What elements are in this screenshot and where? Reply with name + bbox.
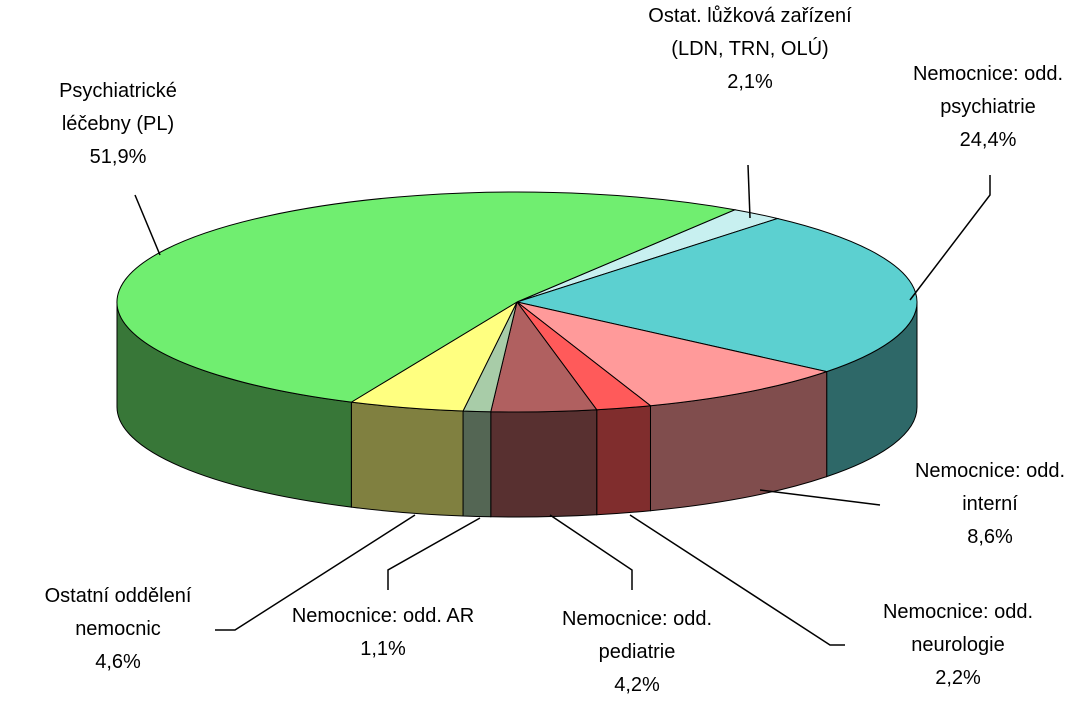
category-label: Ostat. lůžková zařízení (LDN, TRN, OLÚ) xyxy=(648,5,852,60)
slice-side xyxy=(462,410,492,518)
slice xyxy=(116,191,737,403)
leader-line xyxy=(629,514,845,646)
leader-line xyxy=(549,514,633,590)
data-label: Psychiatrické léčebny (PL) 51,9% xyxy=(43,75,193,174)
slice-side xyxy=(596,405,651,516)
data-label: Nemocnice: odd. psychiatrie 24,4% xyxy=(888,58,1085,157)
slice-side xyxy=(490,409,598,518)
slice-side xyxy=(350,401,464,517)
value-label: 2,1% xyxy=(727,71,773,93)
data-label: Ostat. lůžková zařízení (LDN, TRN, OLÚ) 2… xyxy=(640,0,860,99)
value-label: 4,6% xyxy=(95,651,141,673)
data-label: Nemocnice: odd. pediatrie 4,2% xyxy=(537,603,737,702)
leader-line xyxy=(909,175,991,301)
leader-line xyxy=(759,489,881,506)
value-label: 24,4% xyxy=(959,129,1017,151)
category-label: Ostatní oddělení nemocnic xyxy=(44,585,192,640)
data-label: Nemocnice: odd. interní 8,6% xyxy=(890,455,1085,554)
leader-line xyxy=(215,514,416,631)
slice xyxy=(516,301,829,407)
leader-line xyxy=(747,164,751,219)
data-label: Nemocnice: odd. AR 1,1% xyxy=(268,600,498,666)
leader-line xyxy=(134,194,161,256)
category-label: Psychiatrické léčebny (PL) xyxy=(59,80,177,135)
leader-line xyxy=(387,517,481,590)
value-label: 51,9% xyxy=(89,146,147,168)
value-label: 4,2% xyxy=(614,674,660,696)
category-label: Nemocnice: odd. pediatrie xyxy=(561,608,713,663)
value-label: 2,2% xyxy=(935,667,981,689)
value-label: 8,6% xyxy=(967,526,1013,548)
category-label: Nemocnice: odd. psychiatrie xyxy=(912,63,1064,118)
data-label: Ostatní oddělení nemocnic 4,6% xyxy=(3,580,233,679)
value-label: 1,1% xyxy=(360,638,406,660)
category-label: Nemocnice: odd. interní xyxy=(914,460,1066,515)
category-label: Nemocnice: odd. neurologie xyxy=(882,601,1034,656)
category-label: Nemocnice: odd. AR xyxy=(291,605,475,627)
data-label: Nemocnice: odd. neurologie 2,2% xyxy=(858,596,1058,695)
